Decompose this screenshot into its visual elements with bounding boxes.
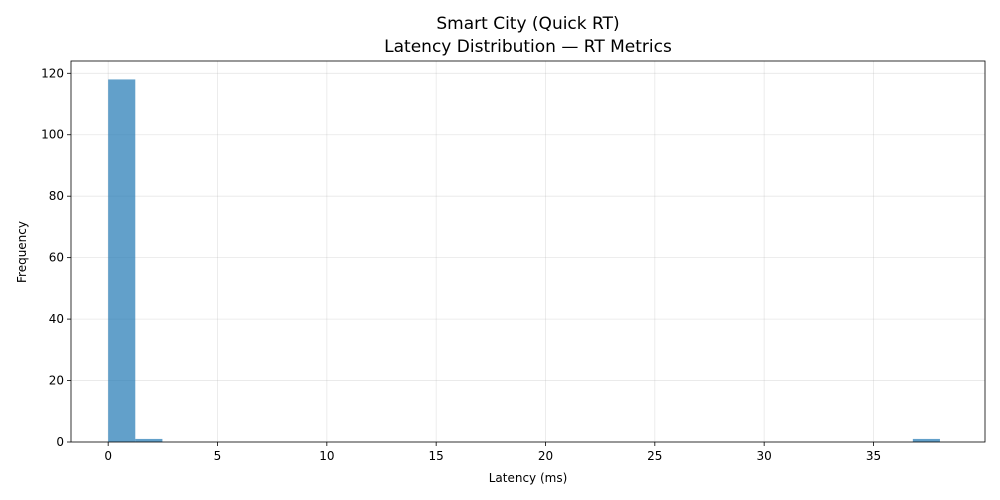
x-tick-label: 0	[104, 449, 112, 463]
histogram-bar	[135, 438, 163, 442]
y-tick-label: 120	[41, 66, 64, 80]
x-tick-label: 20	[538, 449, 553, 463]
y-tick-label: 60	[49, 251, 64, 265]
histogram-bars	[108, 79, 940, 442]
x-tick-label: 35	[866, 449, 881, 463]
x-tick-label: 30	[757, 449, 772, 463]
y-axis-label: Frequency	[15, 221, 29, 283]
histogram-bar	[108, 79, 136, 442]
grid-lines	[71, 61, 985, 443]
x-axis-label: Latency (ms)	[489, 471, 568, 485]
y-tick-label: 0	[56, 435, 64, 449]
x-tick-label: 15	[429, 449, 444, 463]
y-tick-label: 100	[41, 128, 64, 142]
axes: 0 5 10 15 20 25 30 35 0 20 40 60 80 100 120	[41, 60, 986, 463]
x-tick-label: 10	[319, 449, 334, 463]
y-tick-label: 40	[49, 312, 64, 326]
plot-frame	[70, 60, 986, 443]
x-tick-label: 25	[647, 449, 662, 463]
histogram-bar	[912, 438, 940, 442]
x-tick-label: 5	[214, 449, 222, 463]
y-tick-label: 80	[49, 189, 64, 203]
y-tick-label: 20	[49, 374, 64, 388]
chart-title: Smart City (Quick RT)	[436, 14, 619, 34]
chart-subtitle: Latency Distribution — RT Metrics	[384, 37, 672, 57]
